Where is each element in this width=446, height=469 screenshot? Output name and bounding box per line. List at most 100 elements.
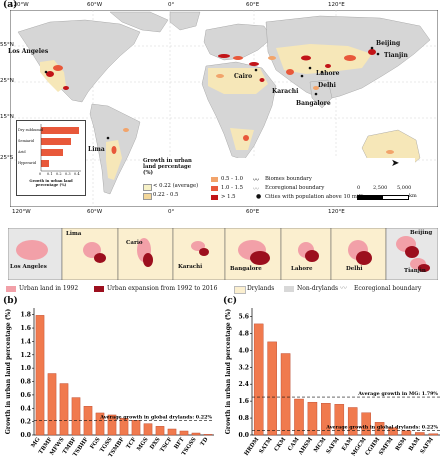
urban-1992-swatch xyxy=(6,286,16,292)
city-label-bangalore: Bangalore xyxy=(296,100,331,107)
strip-label-6: Delhi xyxy=(346,266,363,272)
lon-label-bottom-4: 120°E xyxy=(328,209,345,215)
legend-swatch-4 xyxy=(211,195,218,200)
y-tick-label: 0.6 xyxy=(21,392,31,399)
city-label-lima: Lima xyxy=(88,146,105,153)
map-inset: Dry subhumid Semiarid Arid Hyperarid 0 0… xyxy=(16,120,86,196)
legend-swatch-1 xyxy=(143,193,152,200)
y-tick-label: 1.8 xyxy=(21,312,31,319)
inset-cat-0: Dry subhumid xyxy=(18,128,44,132)
x-tick-label: EAM xyxy=(341,437,354,452)
inset-tick-4: 0.4 xyxy=(74,172,80,176)
x-tick-label: TSCF xyxy=(159,437,173,454)
biomes-boundary-icon: 〰 xyxy=(253,177,260,184)
y-axis-label: Growth in urban land percentage (%) xyxy=(225,309,232,435)
bar-mgs xyxy=(143,423,153,436)
bar-ckm xyxy=(280,353,291,436)
y-tick-label: 0.0 xyxy=(21,432,31,439)
bar-hrdm xyxy=(253,323,264,436)
x-tick-label: RSM xyxy=(395,437,408,452)
inset-bar-semiarid xyxy=(41,138,71,145)
legend-class-3: 1.0 - 1.5 xyxy=(221,185,244,191)
y-tick-label: 1.6 xyxy=(21,325,31,332)
strip-label-7: Beijing xyxy=(410,230,433,236)
x-tick-label: HRDM xyxy=(244,437,261,457)
inset-bar-hyperarid xyxy=(41,160,49,167)
x-tick-label: TD xyxy=(200,437,210,448)
x-tick-label: SMFM xyxy=(378,437,394,457)
lat-label-3: 25°S xyxy=(0,155,14,161)
bar-tcf xyxy=(131,420,141,436)
bar-chart-ecoregions: 0.0 0.8 1.6 2.4 3.2 4.0 4.8 5.6 Growth in urban … xyxy=(225,308,440,458)
map-panel: (a) xyxy=(0,0,446,225)
bar-tscf xyxy=(167,428,177,436)
strip-label-4: Bangalore xyxy=(230,266,262,272)
legend-class-4: > 1.5 xyxy=(221,194,236,200)
panel-label-c: (c) xyxy=(223,296,237,306)
bar-mg xyxy=(35,315,45,436)
legend-class-2: 0.5 - 1.0 xyxy=(221,176,244,182)
scale-label-2: 5,000 xyxy=(397,185,412,191)
strip-label-2: Cario xyxy=(126,240,143,246)
legend-swatch-3 xyxy=(211,186,218,191)
y-tick-label: 0.2 xyxy=(21,419,31,426)
drylands-swatch xyxy=(234,286,246,294)
x-tick-label: MGS xyxy=(136,437,149,453)
lon-label-top-2: 0° xyxy=(168,2,175,8)
ecoregional-label: Ecoregional boundary xyxy=(354,285,422,292)
non-drylands-label: Non-drylands xyxy=(297,285,339,292)
reference-line-label: Average growth in global drylands: 0.22% xyxy=(99,414,212,420)
legend-swatch-2 xyxy=(211,177,218,182)
legend-row: Urban land in 1992 Urban expansion from … xyxy=(6,284,440,294)
y-tick-label: 2.4 xyxy=(239,381,249,388)
expansion-swatch xyxy=(94,286,104,292)
inset-cat-1: Semiarid xyxy=(18,139,35,143)
y-tick-label: 1.4 xyxy=(21,338,31,345)
lon-label-top-3: 60°E xyxy=(246,2,260,8)
bar-fgs xyxy=(95,412,105,436)
reference-line-label: Average growth in MG: 1.79% xyxy=(357,391,438,397)
city-label-lahore: Lahore xyxy=(316,70,340,77)
legend-class-0: < 0.22 (average) xyxy=(153,183,199,189)
city-label-beijing: Beijing xyxy=(376,40,401,47)
strip-label-0: Los Angeles xyxy=(10,264,47,270)
expansion-label: Urban expansion from 1992 to 2016 xyxy=(107,285,218,292)
y-axis-label: Growth in urban land percentage (%) xyxy=(5,309,12,435)
map-legend: Growth in urban land percentage (%) < 0.… xyxy=(143,158,417,206)
lon-label-bottom-1: 60°W xyxy=(87,209,103,215)
strip-label-8: Tianjin xyxy=(404,268,426,274)
bar-rsm xyxy=(401,430,412,436)
panel-label-b: (b) xyxy=(3,296,18,306)
scale-bar xyxy=(357,195,409,200)
strip-label-5: Lahore xyxy=(291,266,313,272)
inset-tick-3: 0.3 xyxy=(65,172,71,176)
y-tick-label: 1.2 xyxy=(21,352,31,359)
y-tick-label: 4.0 xyxy=(239,347,249,354)
y-tick-label: 4.8 xyxy=(239,330,249,337)
inset-bars xyxy=(40,124,81,172)
city-strip-panels xyxy=(7,227,439,281)
lon-label-top-4: 120°E xyxy=(328,2,345,8)
bar-tgss xyxy=(107,414,117,436)
x-tick-label: CKM xyxy=(274,437,288,453)
y-tick-label: 1.0 xyxy=(21,365,31,372)
legend-title: Growth in urban land percentage (%) xyxy=(143,158,192,176)
y-tick-label: 0.0 xyxy=(239,432,249,439)
strip-label-1: Lima xyxy=(66,231,82,237)
north-arrow-icon: ➤ xyxy=(391,158,400,169)
bar-safm xyxy=(334,404,345,436)
ecoregional-boundary-icon: 〰 xyxy=(253,186,260,193)
bar-smfm xyxy=(388,427,398,436)
bar-ahsm xyxy=(307,401,318,436)
y-tick-label: 5.6 xyxy=(239,313,249,320)
lon-label-bottom-0: 120°W xyxy=(12,209,31,215)
strip-label-3: Karachi xyxy=(178,264,203,270)
bar-bft xyxy=(179,430,189,436)
y-tick-label: 0.8 xyxy=(239,415,249,422)
legend-other-1: Ecoregional boundary xyxy=(265,185,325,191)
bar-mcm xyxy=(321,403,331,436)
x-tick-label: SATM xyxy=(258,437,273,455)
legend-class-1: 0.22 - 0.5 xyxy=(153,192,179,198)
y-tick-label: 0.4 xyxy=(21,405,31,412)
inset-cat-3: Hyperarid xyxy=(18,161,37,165)
